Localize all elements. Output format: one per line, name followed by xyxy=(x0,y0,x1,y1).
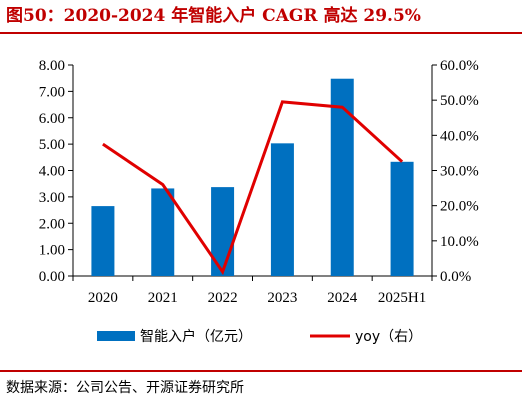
yoy-line xyxy=(102,100,404,276)
title-rule xyxy=(0,32,522,34)
y-left-tick-label: 4.00 xyxy=(39,164,65,180)
y-right-tick-label: 0.0% xyxy=(440,269,471,285)
x-tick-label: 2025H1 xyxy=(378,290,426,306)
y-left-tick-label: 7.00 xyxy=(39,84,65,100)
y-right-tick-label: 60.0% xyxy=(440,58,479,74)
legend-bar-label: 智能入户（亿元） xyxy=(140,328,252,345)
x-tick-label: 2021 xyxy=(148,290,178,306)
bar xyxy=(390,161,414,276)
y-left-tick-label: 0.00 xyxy=(39,269,65,285)
bar xyxy=(330,78,354,276)
y-right-tick-label: 40.0% xyxy=(440,128,479,144)
chart-canvas: 0.00 1.00 2.00 3.00 4.00 5.00 6.00 7.00 8.00 0.0%… xyxy=(39,58,479,345)
bar xyxy=(91,206,115,276)
x-tick-label: 2023 xyxy=(267,290,297,306)
y-left-tick-label: 5.00 xyxy=(39,137,65,153)
x-tick-label: 2022 xyxy=(208,290,238,306)
x-tick-label: 2020 xyxy=(88,290,118,306)
y-right-tick-label: 10.0% xyxy=(440,234,479,250)
y-left-tick-label: 1.00 xyxy=(39,243,65,259)
legend-line-label: yoy（右） xyxy=(355,329,422,345)
bar xyxy=(151,188,175,276)
y-left-tick-label: 6.00 xyxy=(39,111,65,127)
bar xyxy=(270,143,294,276)
footer-rule xyxy=(0,370,522,372)
legend-bar-swatch xyxy=(97,331,135,341)
y-left-tick-label: 3.00 xyxy=(39,190,65,206)
chart-title: 图50：2020-2024 年智能入户 CAGR 高达 29.5% xyxy=(6,6,421,26)
y-right-tick-label: 20.0% xyxy=(440,199,479,215)
y-right-tick-label: 30.0% xyxy=(440,164,479,180)
y-left-tick-label: 2.00 xyxy=(39,216,65,232)
y-right-tick-label: 50.0% xyxy=(440,93,479,109)
y-left-tick-label: 8.00 xyxy=(39,58,65,74)
source-note: 数据来源：公司公告、开源证券研究所 xyxy=(6,380,244,396)
x-tick-label: 2024 xyxy=(327,290,358,306)
